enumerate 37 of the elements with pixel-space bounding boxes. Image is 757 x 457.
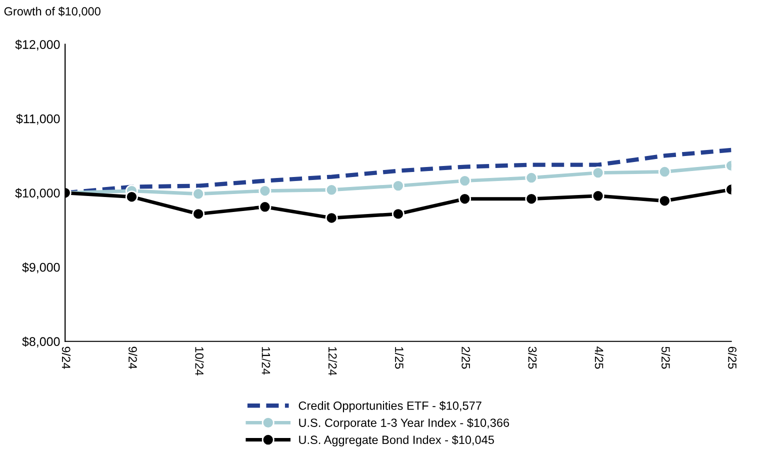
y-tick-label: $10,000 <box>15 188 60 199</box>
point <box>392 208 404 220</box>
x-tick-label: 9/24 <box>128 346 138 369</box>
point <box>258 200 272 214</box>
point <box>525 172 538 184</box>
point <box>125 190 138 204</box>
legend-label: Credit Opportunities ETF - $10,577 <box>298 401 482 412</box>
y-tick-label: $9,000 <box>22 262 60 274</box>
point <box>258 184 272 198</box>
y-tick-label: $12,000 <box>15 40 60 50</box>
y-tick-label: $11,000 <box>16 114 60 125</box>
x-tick-label: 4/25 <box>594 346 604 369</box>
point <box>592 166 604 180</box>
x-tick-label: 9/24 <box>62 346 71 369</box>
point <box>192 188 205 200</box>
x-tick-label: 12/24 <box>328 347 338 376</box>
x-tick-label: 10/24 <box>195 347 204 376</box>
point <box>458 174 472 188</box>
x-tick-label: 11/24 <box>262 347 270 375</box>
point <box>325 184 338 196</box>
point <box>658 194 671 208</box>
x-tick-label: 1/25 <box>395 347 404 369</box>
x-tick-label: 3/25 <box>528 346 537 369</box>
y-tick-label: $8,000 <box>22 336 60 348</box>
point <box>458 192 472 206</box>
x-tick-label: 5/25 <box>661 346 670 369</box>
point <box>392 180 404 192</box>
x-tick-label: 6/25 <box>728 346 737 369</box>
legend-label: U.S. Aggregate Bond Index - $10,045 <box>299 435 494 446</box>
point <box>192 208 205 220</box>
y-axis-title: Growth of $10,000 <box>4 6 100 17</box>
point <box>592 190 604 202</box>
point <box>525 192 538 206</box>
point <box>325 212 338 224</box>
x-tick-label: 2/25 <box>462 346 470 369</box>
legend-label: U.S. Corporate 1-3 Year Index - $10,366 <box>299 418 510 430</box>
point <box>658 166 671 178</box>
